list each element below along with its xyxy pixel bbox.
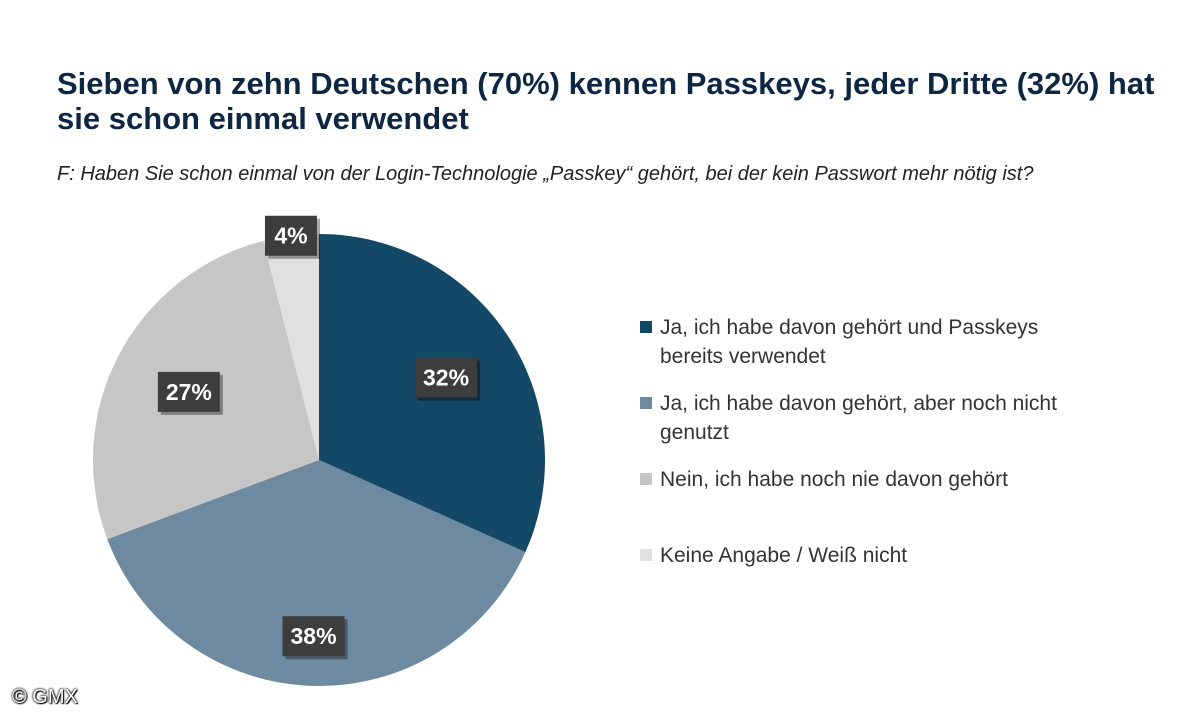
legend-item: Ja, ich habe davon gehört und Passkeys b… [640,313,1060,389]
legend-swatch [640,397,652,409]
copyright-watermark: © GMX [12,686,78,708]
data-label: 4% [264,215,320,259]
legend-label: Nein, ich habe noch nie davon gehört [660,468,1008,491]
data-label: 32% [415,357,481,401]
legend: Ja, ich habe davon gehört und Passkeys b… [640,313,1060,570]
data-label-text: 32% [423,365,469,391]
data-label: 27% [157,371,223,415]
legend-swatch [640,473,652,485]
data-label-text: 38% [290,623,336,649]
chart-subtitle: F: Haben Sie schon einmal von der Login-… [57,163,1034,185]
data-label-text: 4% [274,223,307,249]
legend-item: Ja, ich habe davon gehört, aber noch nic… [640,389,1060,465]
legend-swatch [640,549,652,561]
legend-label: Keine Angabe / Weiß nicht [660,544,908,567]
data-label: 38% [282,616,348,660]
data-labels: 32% 38% 27% 4% [157,215,481,660]
legend-item: Keine Angabe / Weiß nicht [640,541,1060,570]
pie-slice [263,234,319,460]
pie-slice [107,460,526,686]
legend-label: Ja, ich habe davon gehört und Passkeys b… [660,316,1039,368]
legend-item: Nein, ich habe noch nie davon gehört [640,465,1060,541]
data-label-text: 27% [166,379,212,405]
chart-title: Sieben von zehn Deutschen (70%) kennen P… [57,66,1155,136]
legend-swatch [640,321,652,333]
legend-label: Ja, ich habe davon gehört, aber noch nic… [660,392,1057,444]
